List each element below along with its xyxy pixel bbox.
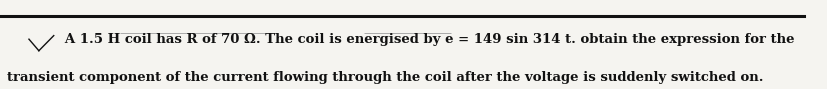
Text: transient component of the current flowing through the coil after the voltage is: transient component of the current flowi… [7,71,763,84]
Text: A 1.5 H coil has R of 70 Ω. The coil is energised by e = 149 sin 314 t. obtain t: A 1.5 H coil has R of 70 Ω. The coil is … [51,33,795,46]
